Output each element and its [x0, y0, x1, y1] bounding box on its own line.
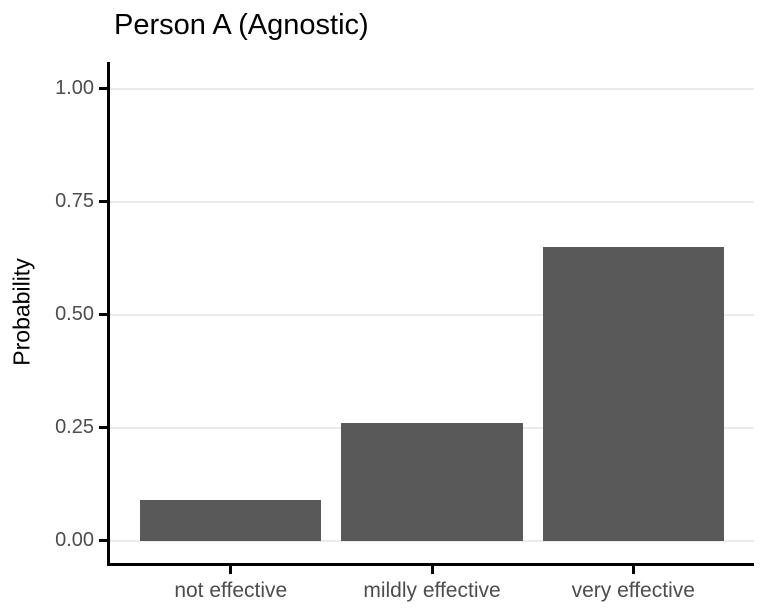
y-gridline	[110, 539, 754, 542]
x-axis-tick-label: mildly effective	[363, 579, 501, 602]
bar-very-effective	[542, 246, 724, 541]
y-axis-tick-label: 1.00	[55, 76, 94, 99]
y-axis-tick-label: 0.00	[55, 528, 94, 551]
y-axis-tick	[99, 426, 107, 430]
x-axis-tick	[229, 566, 233, 574]
x-axis-tick	[430, 566, 434, 574]
x-axis-tick-label: not effective	[174, 579, 288, 602]
x-axis-line	[107, 563, 754, 566]
y-gridline	[110, 200, 754, 203]
bar-mildly-effective	[341, 423, 523, 541]
y-axis-tick-label: 0.75	[55, 189, 94, 212]
bar-not-effective	[140, 500, 322, 541]
y-axis-tick-label: 0.50	[55, 302, 94, 325]
y-axis-line	[107, 62, 110, 566]
y-gridline	[110, 87, 754, 90]
x-axis-tick-label: very effective	[571, 579, 695, 602]
y-axis-tick	[99, 313, 107, 317]
y-axis-tick	[99, 539, 107, 543]
y-gridline	[110, 313, 754, 316]
y-axis-tick	[99, 200, 107, 204]
y-axis-tick-label: 0.25	[55, 415, 94, 438]
x-axis-tick	[631, 566, 635, 574]
plot-area: 0.00 0.25 0.50 0.75 1.00 not effective mildly …	[55, 62, 754, 602]
y-axis-tick	[99, 87, 107, 91]
chart-title: Person A (Agnostic)	[114, 9, 369, 41]
